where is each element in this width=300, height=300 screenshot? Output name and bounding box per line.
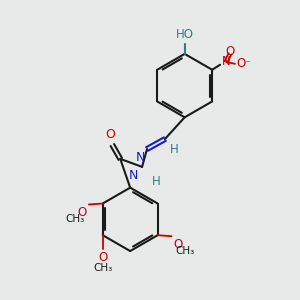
Text: CH₃: CH₃ [176,246,195,256]
Text: ⁻: ⁻ [244,59,250,69]
Text: N: N [222,55,231,68]
Text: N: N [136,151,145,164]
Text: N: N [129,169,138,182]
Text: O: O [173,238,183,251]
Text: O: O [225,45,235,58]
Text: O: O [236,57,245,70]
Text: H: H [170,143,178,156]
Text: H: H [152,175,161,188]
Text: CH₃: CH₃ [65,214,85,224]
Text: O: O [105,128,115,141]
Text: O: O [78,206,87,220]
Text: HO: HO [176,28,194,41]
Text: CH₃: CH₃ [93,263,112,273]
Text: O: O [98,251,107,264]
